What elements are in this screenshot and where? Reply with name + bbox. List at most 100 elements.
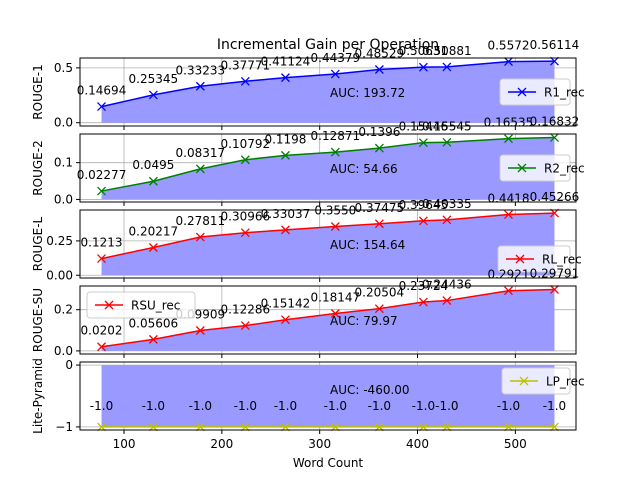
axes-frame xyxy=(79,209,577,279)
data-label: 0.24436 xyxy=(422,278,472,292)
x-axis-label: Word Count xyxy=(293,456,364,470)
y-tick-label: −1 xyxy=(55,420,73,434)
data-label: 0.15545 xyxy=(422,119,472,133)
data-point xyxy=(442,62,452,72)
legend: RL_rec xyxy=(497,245,582,273)
data-label: 0.10792 xyxy=(221,137,271,151)
area-fill xyxy=(101,213,555,276)
y-axis-label: ROUGE-2 xyxy=(31,140,45,195)
data-label: 0.41124 xyxy=(261,55,311,69)
y-tick-label: 0.25 xyxy=(46,234,73,248)
data-label: 0.14694 xyxy=(77,84,127,98)
y-tick-label: 0 xyxy=(65,358,73,372)
data-label: 0.56114 xyxy=(530,38,580,52)
data-point xyxy=(97,342,106,352)
data-point xyxy=(418,138,428,148)
data-label: 0.37475 xyxy=(355,201,405,215)
legend-marker xyxy=(517,163,527,173)
data-point xyxy=(195,81,205,91)
data-label: -1.0 xyxy=(368,399,391,413)
chart-title: Incremental Gain per Operation xyxy=(217,37,439,53)
area-fill xyxy=(101,289,555,351)
data-label: 0.2921 xyxy=(487,268,529,282)
data-label: -1.0 xyxy=(324,399,347,413)
axes-frame xyxy=(79,133,577,203)
area-fill xyxy=(101,61,555,123)
data-label: 0.1396 xyxy=(358,125,400,139)
legend-label: RSU_rec xyxy=(131,299,180,313)
data-point xyxy=(195,164,205,174)
data-label: 0.25345 xyxy=(129,72,179,86)
legend-box xyxy=(86,291,196,319)
data-point xyxy=(148,334,158,344)
data-point xyxy=(374,143,384,153)
data-label: 0.50881 xyxy=(422,44,472,58)
data-point xyxy=(330,222,340,231)
axes-frame xyxy=(79,57,577,127)
x-tick-label: 200 xyxy=(210,437,233,451)
data-point xyxy=(148,90,158,100)
data-point xyxy=(148,243,158,252)
data-label: 0.4418 xyxy=(487,192,529,206)
data-point xyxy=(442,137,452,147)
data-point xyxy=(418,62,428,72)
data-label: -1.0 xyxy=(274,399,297,413)
data-label: 0.1198 xyxy=(264,132,306,146)
legend-marker xyxy=(104,300,114,310)
area-fill xyxy=(101,365,555,427)
data-point xyxy=(148,176,158,186)
data-point xyxy=(504,210,513,220)
data-point xyxy=(550,285,559,294)
axes-frame xyxy=(79,285,577,355)
data-label: -1.0 xyxy=(412,399,435,413)
legend-label: R2_rec xyxy=(544,162,585,176)
legend: RSU_rec xyxy=(86,291,196,319)
data-point xyxy=(280,73,290,83)
data-point xyxy=(504,57,513,67)
axes-frame xyxy=(79,361,577,431)
y-tick-label: 0.2 xyxy=(54,303,73,317)
data-label: 0.5572 xyxy=(487,39,529,53)
data-label: 0.29791 xyxy=(530,267,580,281)
data-point xyxy=(240,155,250,165)
y-tick-label: 0.0 xyxy=(54,192,73,206)
data-label: -1.0 xyxy=(189,399,212,413)
legend-marker xyxy=(515,254,525,264)
legend-marker xyxy=(519,376,529,386)
legend: LP_rec xyxy=(501,367,585,395)
data-point xyxy=(240,76,250,86)
y-tick-label: 0.1 xyxy=(54,156,73,170)
y-tick-label: 0.00 xyxy=(46,268,73,282)
data-label: 0.08317 xyxy=(176,146,226,160)
y-tick-label: 0.5 xyxy=(54,61,73,75)
y-tick-label: 0.0 xyxy=(54,116,73,130)
auc-label: AUC: 193.72 xyxy=(330,86,405,100)
legend-label: LP_rec xyxy=(546,375,585,389)
data-label: 0.30966 xyxy=(221,210,271,224)
data-label: 0.12286 xyxy=(221,303,271,317)
data-label: 0.0495 xyxy=(132,158,174,172)
data-label: 0.50631 xyxy=(399,44,449,58)
legend-marker xyxy=(517,87,527,97)
data-label: 0.1213 xyxy=(81,236,123,250)
data-label: 0.18147 xyxy=(311,291,361,305)
data-label: 0.15446 xyxy=(399,120,449,134)
x-tick-label: 300 xyxy=(308,437,331,451)
data-label: -1.0 xyxy=(435,399,458,413)
legend-label: R1_rec xyxy=(544,86,585,100)
data-label: 0.02277 xyxy=(77,168,127,182)
legend: R2_rec xyxy=(499,154,585,182)
data-point xyxy=(374,219,384,229)
data-point xyxy=(97,254,106,264)
data-label: -1.0 xyxy=(497,399,520,413)
data-point xyxy=(418,216,428,226)
data-point xyxy=(374,65,384,74)
data-point xyxy=(280,225,290,235)
data-label: -1.0 xyxy=(90,399,113,413)
y-tick-label: 0.0 xyxy=(54,344,73,358)
data-point xyxy=(195,326,205,335)
